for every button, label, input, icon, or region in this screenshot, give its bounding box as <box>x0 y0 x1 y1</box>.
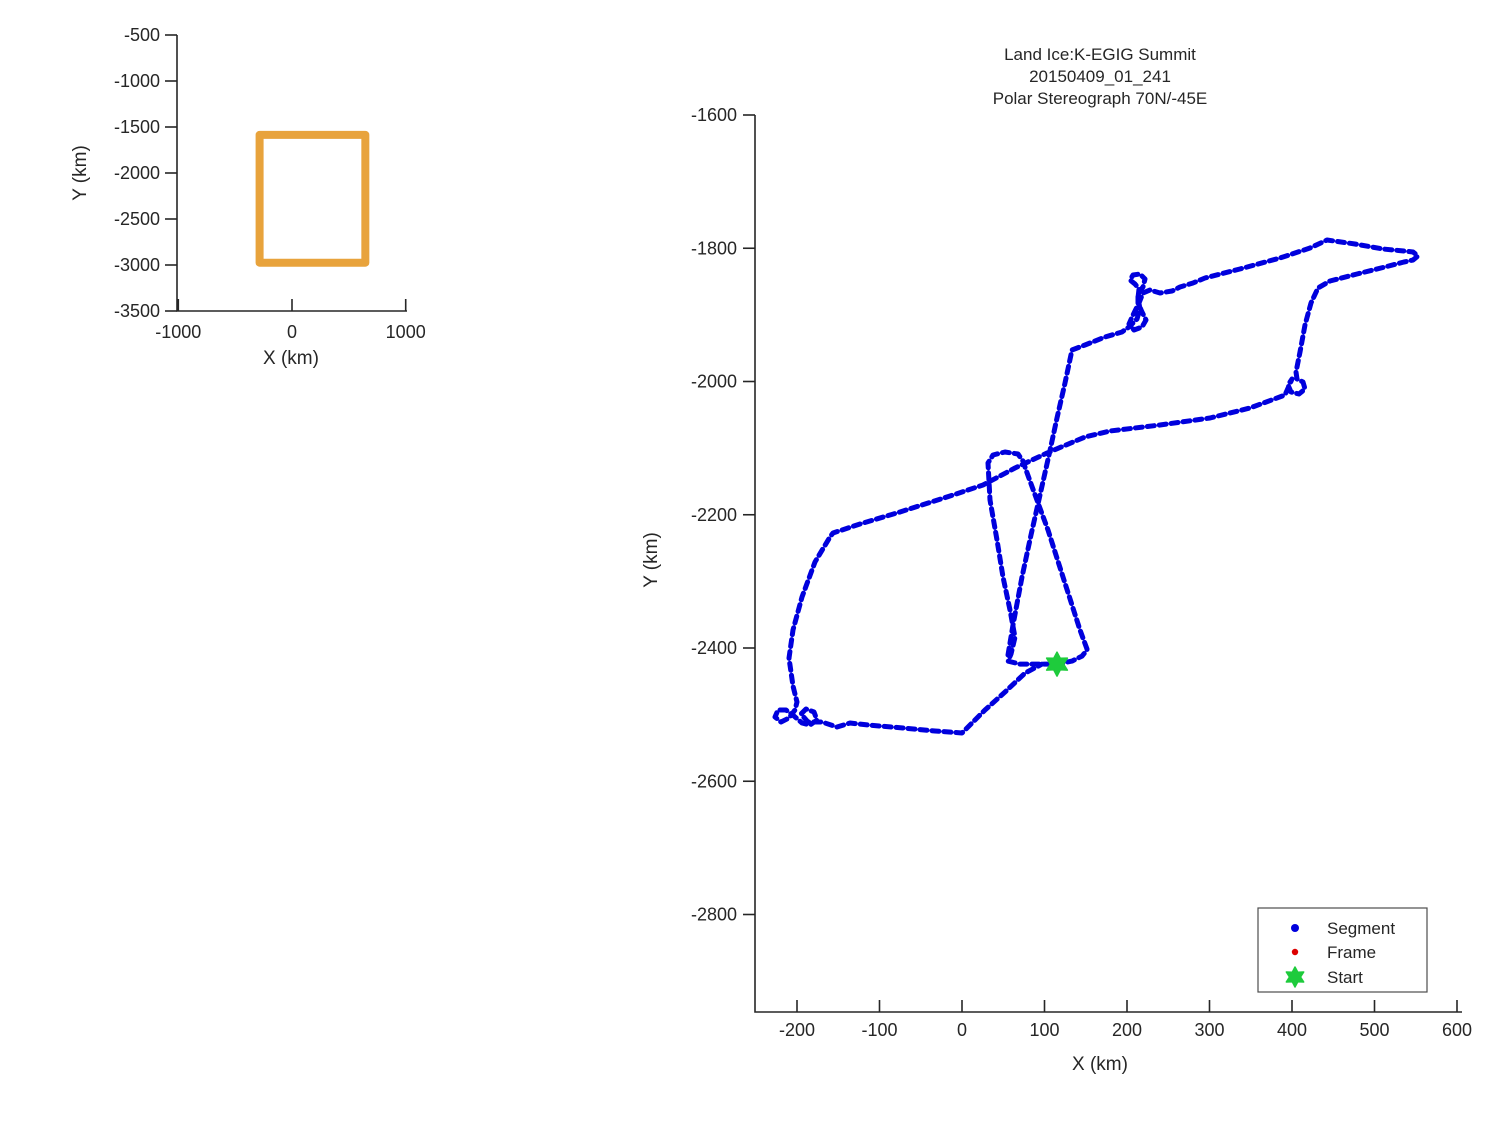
overview-y-tick-label: -1500 <box>114 117 160 137</box>
frame-legend-marker-icon <box>1291 948 1299 956</box>
main-y-tick-label: -2600 <box>691 771 737 791</box>
main-x-tick-label: 100 <box>1029 1020 1059 1040</box>
overview-y-tick-label: -1000 <box>114 71 160 91</box>
flight-track-segment <box>772 237 1421 736</box>
overview-axes-spines <box>176 35 407 312</box>
main-x-tick-label: -200 <box>779 1020 815 1040</box>
main-x-tick-label: 500 <box>1359 1020 1389 1040</box>
start-legend-marker-icon <box>1285 966 1305 988</box>
plot-title-line: Land Ice:K-EGIG Summit <box>1004 45 1196 64</box>
main-y-tick-label: -1800 <box>691 238 737 258</box>
overview-x-tick-label: -1000 <box>155 322 201 342</box>
overview-y-tick-label: -2500 <box>114 209 160 229</box>
main-y-tick-label: -1600 <box>691 105 737 125</box>
plot-title-line: 20150409_01_241 <box>1029 67 1171 86</box>
main-y-tick-label: -2200 <box>691 505 737 525</box>
legend: Segment Frame Start <box>1257 907 1428 993</box>
flight-track-segment <box>985 449 1090 667</box>
legend-label-segment: Segment <box>1327 919 1395 938</box>
overview-plot: -500-1000-1500-2000-2500-3000-3500-1000 0… <box>70 25 426 369</box>
main-x-tick-label: 300 <box>1194 1020 1224 1040</box>
plot-title-line: Polar Stereograph 70N/-45E <box>993 89 1208 108</box>
overview-y-tick-label: -2000 <box>114 163 160 183</box>
legend-box <box>1257 907 1428 993</box>
legend-label-frame: Frame <box>1327 943 1376 962</box>
start-marker <box>1045 651 1069 677</box>
flight-track-plot: Land Ice:K-EGIG Summit 20150409_01_241 Pol… <box>641 45 1472 1075</box>
overview-x-axis-label: X (km) <box>263 348 319 369</box>
overview-y-tick-label: -3000 <box>114 255 160 275</box>
overview-x-tick-label: 0 <box>287 322 297 342</box>
overview-x-tick-label: 1000 <box>386 322 426 342</box>
main-x-tick-label: -100 <box>861 1020 897 1040</box>
main-axes-spines <box>754 115 1462 1013</box>
main-y-tick-label: -2400 <box>691 638 737 658</box>
main-x-tick-label: 400 <box>1277 1020 1307 1040</box>
overview-y-tick-label: -500 <box>124 25 160 45</box>
main-y-axis-label: Y (km) <box>641 532 662 588</box>
overview-y-tick-label: -3500 <box>114 301 160 321</box>
main-x-tick-label: 200 <box>1112 1020 1142 1040</box>
legend-label-start: Start <box>1327 968 1363 987</box>
segment-legend-marker-icon <box>1291 924 1299 932</box>
main-x-axis-label: X (km) <box>1072 1054 1128 1075</box>
main-y-tick-label: -2800 <box>691 905 737 925</box>
overview-y-axis-label: Y (km) <box>70 145 91 201</box>
main-x-tick-label: 600 <box>1442 1020 1472 1040</box>
main-y-tick-label: -2000 <box>691 372 737 392</box>
main-x-tick-label: 0 <box>957 1020 967 1040</box>
overview-coverage-box <box>255 130 370 267</box>
